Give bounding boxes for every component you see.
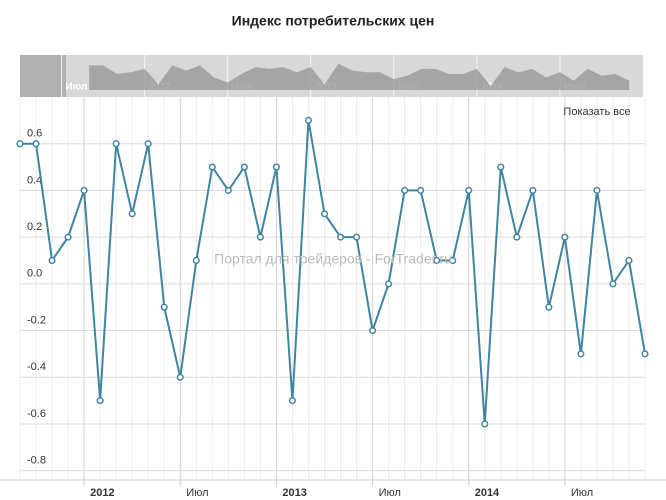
point bbox=[513, 233, 521, 241]
point bbox=[48, 256, 56, 265]
point bbox=[32, 140, 40, 148]
y-tick-label: 0.0 bbox=[27, 268, 42, 280]
y-tick-label: 0.2 bbox=[27, 221, 42, 233]
point bbox=[272, 163, 280, 171]
point bbox=[417, 186, 425, 194]
watermark: Портал для трейдеров - ForTrader.ru bbox=[214, 251, 452, 267]
point bbox=[561, 233, 569, 241]
point bbox=[64, 233, 72, 241]
point bbox=[577, 350, 585, 358]
point bbox=[224, 186, 232, 194]
x-tick-label: Июл bbox=[571, 487, 593, 499]
point bbox=[96, 397, 104, 405]
point bbox=[545, 303, 553, 311]
point bbox=[192, 256, 200, 265]
point bbox=[256, 233, 264, 241]
point bbox=[144, 140, 152, 148]
x-tick-label: Июл bbox=[379, 487, 401, 499]
point bbox=[240, 163, 248, 171]
point bbox=[449, 256, 457, 265]
point bbox=[529, 186, 537, 194]
navigator-tick-label: Июл bbox=[66, 82, 88, 93]
point bbox=[336, 233, 345, 241]
point bbox=[497, 163, 505, 171]
point bbox=[625, 256, 633, 265]
y-tick-label: -0.6 bbox=[27, 408, 46, 420]
point bbox=[369, 326, 377, 335]
point bbox=[481, 420, 489, 428]
x-tick-label: Июл bbox=[186, 487, 208, 499]
point bbox=[641, 350, 649, 358]
y-tick-label: -0.4 bbox=[27, 361, 46, 373]
point bbox=[160, 303, 168, 311]
point bbox=[352, 233, 361, 241]
point bbox=[80, 186, 88, 194]
x-tick-label: 2012 bbox=[90, 487, 114, 499]
y-tick-label: -0.2 bbox=[27, 314, 46, 326]
y-tick-label: 0.6 bbox=[27, 128, 42, 140]
point bbox=[112, 140, 120, 148]
show-all-button[interactable]: Показать все bbox=[563, 106, 630, 118]
point bbox=[304, 116, 313, 124]
navigator-area bbox=[89, 63, 630, 90]
point bbox=[320, 210, 329, 218]
point bbox=[176, 373, 184, 381]
chart-title: Индекс потребительских цен bbox=[232, 13, 435, 29]
plot: 0.6 0.4 0.2 0.0 -0.2 -0.4 -0.6 -0.8 2012 Июл 2013 И… bbox=[0, 55, 666, 499]
y-tick-label: -0.8 bbox=[27, 455, 46, 467]
point bbox=[385, 280, 393, 288]
point bbox=[609, 280, 617, 288]
point bbox=[16, 140, 24, 148]
x-tick-label: 2014 bbox=[475, 487, 500, 499]
y-tick-label: 0.4 bbox=[27, 174, 42, 186]
x-tick-label: 2013 bbox=[282, 487, 306, 499]
navigator-mask bbox=[20, 55, 66, 97]
point bbox=[433, 256, 441, 265]
point bbox=[288, 397, 296, 405]
series-line bbox=[20, 120, 646, 425]
point bbox=[465, 186, 473, 194]
point bbox=[128, 210, 136, 218]
point bbox=[401, 186, 409, 194]
point bbox=[208, 163, 216, 171]
point bbox=[593, 186, 601, 194]
